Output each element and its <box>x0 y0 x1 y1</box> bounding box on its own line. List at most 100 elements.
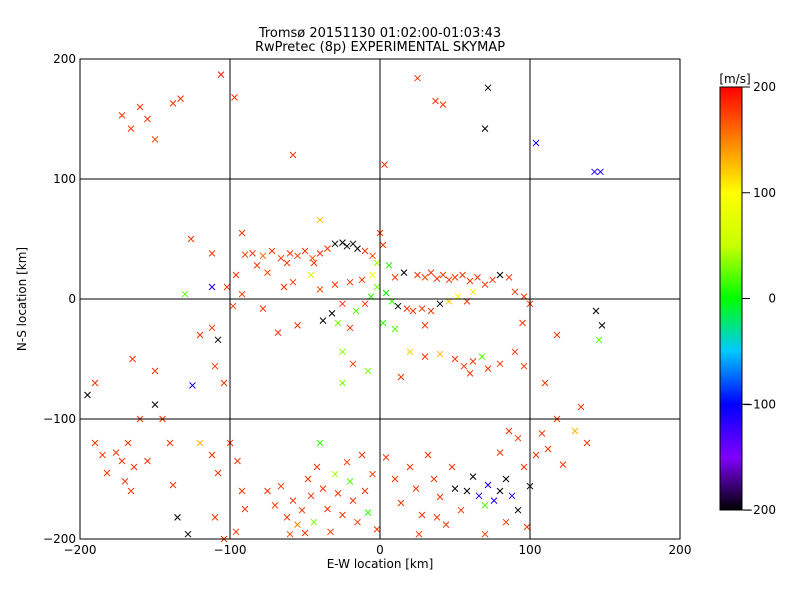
data-point <box>369 252 376 260</box>
y-tick-label: 100 <box>53 172 76 186</box>
data-point <box>289 278 297 286</box>
y-axis-label: N-S location [km] <box>15 247 29 351</box>
data-point <box>469 288 477 296</box>
data-point <box>310 518 318 526</box>
data-point <box>144 457 151 465</box>
data-point <box>400 269 408 276</box>
data-point <box>382 289 390 297</box>
data-point <box>457 506 465 514</box>
data-point <box>294 322 301 329</box>
data-point <box>127 125 135 132</box>
data-point <box>514 434 522 442</box>
data-point <box>324 505 331 513</box>
data-point <box>187 235 195 243</box>
data-point <box>369 470 376 478</box>
data-point <box>151 401 159 408</box>
data-point <box>231 94 238 101</box>
data-point <box>373 526 381 533</box>
chart-title: Tromsø 20151130 01:02:00-01:03:43 <box>258 26 501 41</box>
data-point <box>474 274 481 281</box>
colorbar <box>719 86 743 511</box>
x-axis-label: E-W location [km] <box>327 557 434 571</box>
data-point <box>553 331 561 339</box>
data-point <box>432 97 439 105</box>
data-point <box>294 521 301 528</box>
data-point <box>541 379 549 387</box>
data-point <box>343 458 351 466</box>
data-point <box>309 254 316 262</box>
data-point <box>361 300 369 308</box>
data-point <box>385 262 393 269</box>
data-point <box>489 276 496 284</box>
data-point <box>334 490 342 497</box>
data-point <box>451 485 459 492</box>
data-point <box>502 475 510 483</box>
data-point <box>99 451 106 459</box>
grid-lines <box>80 59 680 539</box>
data-point <box>421 274 429 281</box>
data-point <box>433 514 441 521</box>
data-point <box>538 430 546 437</box>
data-point <box>397 373 405 381</box>
data-point <box>369 271 376 279</box>
data-point <box>484 84 492 92</box>
x-tick-label: −100 <box>214 543 247 557</box>
data-point <box>112 449 120 456</box>
data-point <box>591 168 598 176</box>
data-point <box>319 317 327 324</box>
data-point <box>394 302 402 310</box>
data-point <box>232 271 240 279</box>
data-point <box>283 514 291 521</box>
data-point <box>364 509 372 516</box>
data-point <box>259 305 267 312</box>
data-point <box>532 451 540 459</box>
data-point <box>280 283 288 291</box>
data-point <box>459 271 466 279</box>
data-point <box>475 492 483 500</box>
data-point <box>496 271 504 279</box>
data-point <box>597 168 604 176</box>
data-point <box>286 250 294 257</box>
x-tick-label: 200 <box>669 543 692 557</box>
data-point <box>391 475 399 483</box>
data-point <box>289 497 297 504</box>
data-point <box>346 278 354 286</box>
data-point <box>127 487 135 495</box>
data-point <box>339 348 346 356</box>
data-point <box>427 307 435 315</box>
data-point <box>214 469 222 477</box>
data-point <box>595 336 603 344</box>
data-point <box>436 350 444 358</box>
data-point <box>271 502 279 509</box>
data-point <box>91 379 99 387</box>
data-point <box>130 463 138 471</box>
data-point <box>346 324 354 332</box>
data-point <box>481 281 489 288</box>
data-point <box>310 259 318 267</box>
data-point <box>381 161 388 168</box>
data-point <box>520 463 528 471</box>
data-point <box>316 216 324 224</box>
data-point <box>358 451 366 459</box>
data-point <box>129 355 136 363</box>
data-point <box>331 281 339 288</box>
data-point <box>481 530 489 538</box>
data-point <box>361 247 369 255</box>
data-point <box>339 239 346 246</box>
data-point <box>91 439 99 447</box>
data-point <box>583 439 591 447</box>
data-point <box>463 487 471 495</box>
data-point <box>502 518 510 526</box>
data-point <box>339 300 346 308</box>
data-point <box>424 451 432 459</box>
data-point <box>514 506 522 514</box>
data-point <box>301 529 309 537</box>
data-point <box>496 449 504 456</box>
x-axis-ticks: −200 −100 0 100 200 <box>64 543 692 557</box>
data-point <box>283 259 291 267</box>
data-point <box>220 379 228 387</box>
data-point <box>211 362 219 370</box>
data-point <box>234 457 241 465</box>
data-point <box>478 353 486 360</box>
